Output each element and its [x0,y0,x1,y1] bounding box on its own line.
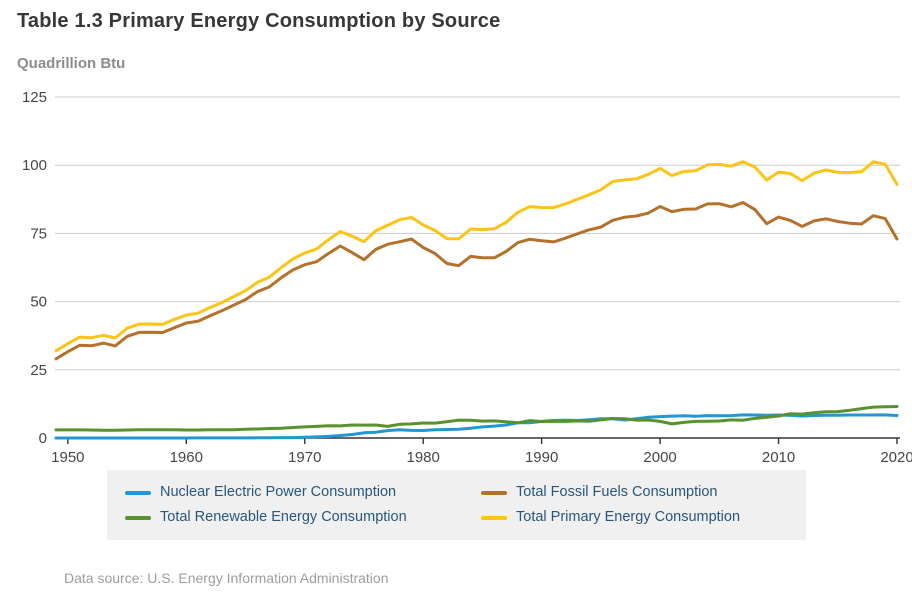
x-tick-label-1970: 1970 [288,449,321,466]
y-tick-label-100: 100 [22,157,47,174]
x-tick-label-1960: 1960 [170,449,203,466]
legend: Nuclear Electric Power Consumption Total … [107,470,806,540]
legend-swatch-total-fossil-fuels-consumption [481,490,507,495]
legend-label: Total Fossil Fuels Consumption [516,484,718,500]
x-tick-label-2020: 2020 [880,449,912,466]
series-line-total-primary-energy-consumption [54,160,899,353]
legend-label: Total Primary Energy Consumption [516,509,741,525]
x-tick-label-2000: 2000 [643,449,676,466]
y-tick-label-0: 0 [39,430,47,447]
line-chart: 0 25 50 75 100 125 1950 1960 1970 1980 1990 2000 201… [22,89,912,466]
chart-title: Table 1.3 Primary Energy Consumption by … [17,10,501,32]
legend-swatch-total-primary-energy-consumption [481,515,507,520]
x-tick-label-1950: 1950 [51,449,84,466]
y-tick-label-25: 25 [30,362,47,379]
series-line-nuclear-electric-power-consumption [54,413,899,440]
x-tick-label-1990: 1990 [525,449,558,466]
legend-item-nuclear-electric-power-consumption: Nuclear Electric Power Consumption [125,482,471,503]
legend-swatch-total-renewable-energy-consumption [125,515,151,520]
legend-label: Total Renewable Energy Consumption [160,509,407,525]
y-tick-label-75: 75 [30,225,47,242]
series-line-total-fossil-fuels-consumption [54,201,899,361]
legend-item-total-primary-energy-consumption: Total Primary Energy Consumption [481,507,740,528]
y-axis-unit-label: Quadrillion Btu [17,55,126,72]
x-tick-label-1980: 1980 [407,449,440,466]
legend-swatch-nuclear-electric-power-consumption [125,490,151,495]
data-source-note: Data source: U.S. Energy Information Adm… [64,570,389,586]
x-tick-label-2010: 2010 [762,449,795,466]
y-tick-label-125: 125 [22,89,47,106]
legend-item-total-renewable-energy-consumption: Total Renewable Energy Consumption [125,507,471,528]
legend-item-total-fossil-fuels-consumption: Total Fossil Fuels Consumption [481,482,740,503]
legend-label: Nuclear Electric Power Consumption [160,484,397,500]
y-tick-label-50: 50 [30,294,47,311]
series-line-total-renewable-energy-consumption [54,405,899,432]
